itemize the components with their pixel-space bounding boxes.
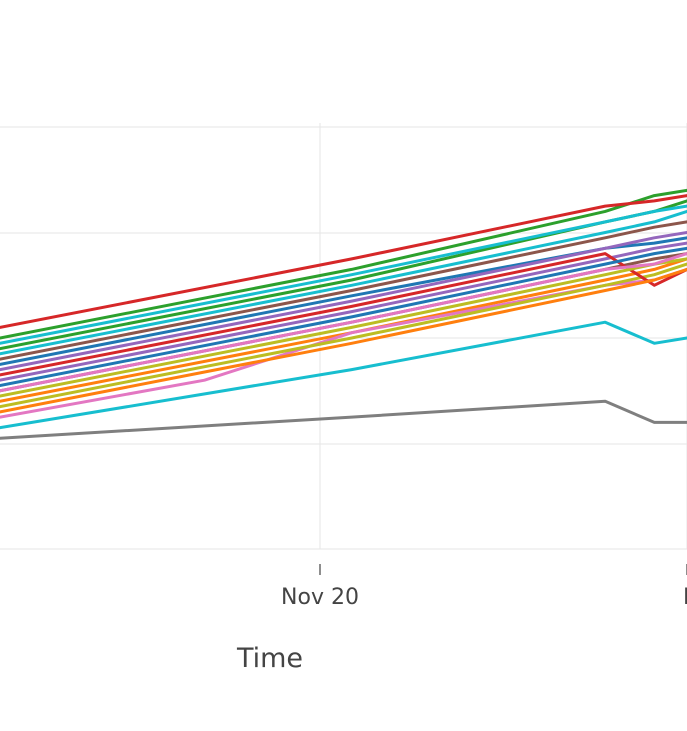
series-line-8[interactable]: [0, 399, 687, 440]
series-line-4[interactable]: [0, 194, 687, 329]
series-line-15[interactable]: [0, 267, 687, 414]
series-line-17[interactable]: [0, 257, 687, 398]
x-tick-label: N: [683, 585, 687, 610]
series-line-11[interactable]: [0, 320, 687, 430]
series-line-18[interactable]: [0, 252, 687, 393]
x-axis: Nov 20 N: [281, 564, 687, 610]
series-line-9[interactable]: [0, 262, 687, 409]
x-axis-title: Time: [236, 643, 303, 674]
series-line-16[interactable]: [0, 231, 687, 372]
series-line-10[interactable]: [0, 209, 687, 356]
series-line-5[interactable]: [0, 241, 687, 382]
series-line-3[interactable]: [0, 188, 687, 340]
series-line-14[interactable]: [0, 246, 687, 387]
series-line-12[interactable]: [0, 252, 687, 377]
series-line-20[interactable]: [0, 204, 687, 345]
series-line-2[interactable]: [0, 257, 687, 403]
x-tick-label: Nov 20: [281, 585, 359, 610]
series-line-19[interactable]: [0, 220, 687, 361]
series-layer: [0, 188, 687, 440]
